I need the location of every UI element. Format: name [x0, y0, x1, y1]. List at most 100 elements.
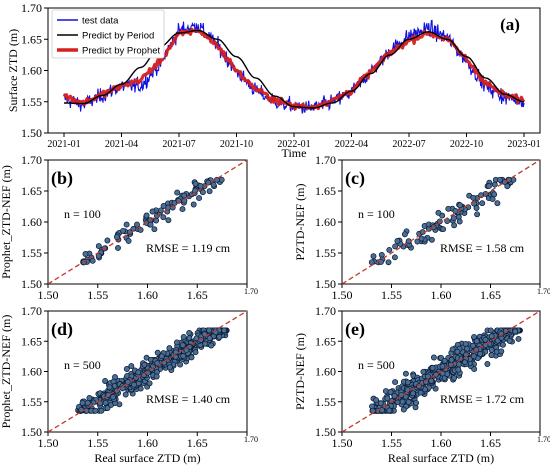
scatter-point: [506, 337, 513, 344]
y-tick-label: 1.70: [315, 304, 336, 318]
x-axis-label: Real surface ZTD (m): [388, 451, 494, 465]
legend-label: test data: [82, 16, 119, 27]
scatter-point: [424, 373, 431, 380]
scatter-point: [452, 208, 459, 214]
scatter-point: [134, 221, 140, 228]
scatter-point: [216, 333, 223, 340]
period-series: [64, 29, 525, 109]
y-tick-label: 1.50: [21, 425, 42, 439]
scatter-point: [392, 243, 399, 250]
y-tick-label: 1.65: [21, 184, 42, 198]
scatter-point: [491, 181, 498, 188]
legend-label: Predict by Period: [82, 31, 154, 42]
scatter-point: [106, 384, 113, 391]
scatter-point: [137, 385, 144, 392]
y-tick-label: 1.50: [21, 126, 42, 140]
scatter-point: [157, 207, 164, 214]
x-tick-label: 1.60: [137, 288, 158, 302]
y-tick-label: 1.65: [21, 334, 42, 348]
scatter-point: [181, 197, 188, 204]
scatter-point: [135, 369, 142, 376]
scatter-point: [440, 226, 447, 233]
x-tick-label: 1.70: [537, 435, 550, 444]
scatter-point: [79, 399, 86, 406]
y-tick-label: 1.55: [315, 246, 336, 260]
scatter-panel-d: 1.50 1.55 1.60 1.65 1.70 1.50 1.55 1.60 1.65 1.70…: [0, 304, 258, 465]
scatter-point: [399, 398, 406, 405]
scatter-point: [445, 205, 452, 212]
scatter-point: [451, 222, 458, 229]
x-tick-label: 1.70: [537, 287, 550, 296]
scatter-point: [457, 202, 463, 209]
n-annotation: n = 100: [64, 207, 101, 221]
x-tick-label: 2022-07: [392, 139, 425, 150]
y-axis-label: PZTD-NEF (m): [293, 333, 307, 410]
legend: test data Predict by Period Predict by Pro…: [51, 9, 165, 59]
x-tick-label: 1.70: [244, 435, 258, 444]
scatter-point: [478, 192, 485, 199]
x-tick-label: 1.60: [431, 436, 452, 450]
x-tick-label: 1.55: [381, 288, 402, 302]
scatter-point: [488, 333, 495, 340]
scatter-point: [484, 361, 491, 367]
scatter-point: [401, 231, 408, 238]
scatter-panel-c: 1.50 1.55 1.60 1.65 1.70 1.50 1.55 1.60 1.65 1.70…: [293, 153, 550, 302]
scatter-point: [470, 353, 477, 360]
scatter-point: [500, 341, 506, 348]
scatter-point: [449, 346, 456, 353]
scatter-point: [115, 244, 121, 251]
scatter-point: [386, 407, 393, 414]
scatter-point: [470, 342, 476, 349]
panel-label: (b): [51, 168, 73, 189]
scatter-point: [392, 379, 399, 386]
x-tick-label: 2021-01: [47, 139, 80, 150]
scatter-point: [137, 226, 144, 233]
y-tick-label: 1.55: [21, 246, 42, 260]
scatter-point: [368, 259, 375, 266]
one-to-one-line: [341, 310, 541, 433]
scatter-point: [428, 377, 435, 384]
x-tick-label: 1.55: [87, 288, 108, 302]
scatter-point: [417, 389, 424, 396]
y-tick-label: 1.65: [315, 184, 336, 198]
scatter-point: [172, 349, 179, 356]
n-annotation: n = 100: [358, 207, 395, 221]
rmse-annotation: RMSE = 1.40 cm: [146, 392, 231, 406]
legend-box: [51, 9, 165, 59]
scatter-point: [496, 176, 503, 183]
scatter-point: [120, 227, 126, 234]
n-annotation: n = 500: [64, 358, 101, 372]
scatter-point: [206, 327, 213, 334]
scatter-point: [179, 342, 186, 349]
scatter-point: [125, 237, 132, 244]
scatter-point: [454, 348, 461, 355]
scatter-point: [370, 253, 377, 260]
scatter-point: [86, 395, 93, 401]
scatter-point: [166, 364, 173, 371]
x-tick-label: 1.70: [244, 287, 258, 296]
y-tick-label: 1.70: [21, 1, 42, 15]
x-tick-label: 2023-01: [507, 139, 540, 150]
y-tick-label: 1.65: [21, 32, 42, 46]
y-tick-label: 1.55: [21, 395, 42, 409]
y-axis-label: Prophet_ZTD-NEF (m): [0, 165, 13, 279]
panel-label: (e): [345, 319, 365, 340]
scatter-point: [504, 183, 511, 190]
scatter-point: [205, 179, 212, 186]
scatter-point: [221, 327, 228, 334]
y-tick-label: 1.50: [21, 277, 42, 291]
scatter-point: [177, 361, 184, 368]
scatter-point: [210, 181, 217, 188]
y-tick-label: 1.60: [21, 365, 42, 379]
scatter-point: [394, 238, 401, 244]
x-tick-label: 2022-01: [277, 139, 310, 150]
scatter-point: [420, 368, 427, 375]
scatter-point: [488, 346, 495, 353]
scatter-point: [123, 366, 130, 372]
scatter-point: [400, 406, 407, 413]
scatter-point: [402, 370, 409, 377]
x-tick-label: 1.50: [332, 288, 353, 302]
rmse-annotation: RMSE = 1.19 cm: [146, 241, 231, 255]
y-axis-label: Surface ZTD (m): [6, 29, 20, 112]
scatter-point: [430, 354, 437, 361]
